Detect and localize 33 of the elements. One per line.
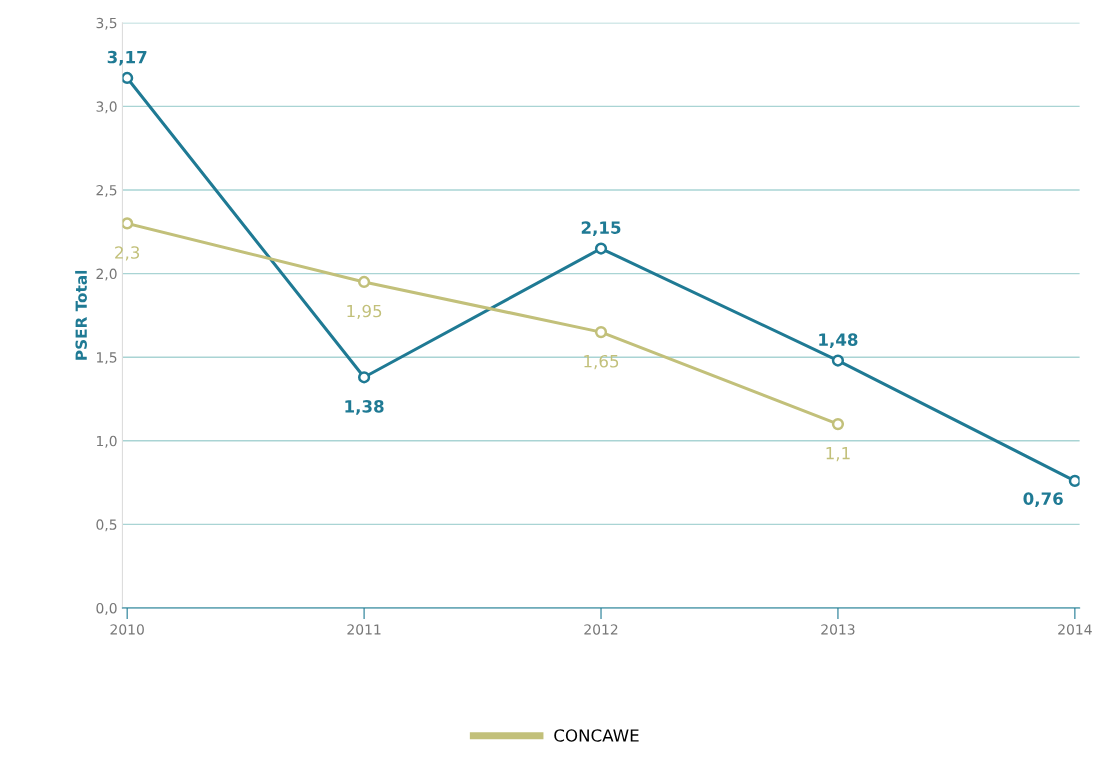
data-label: 1,48 (819, 333, 858, 349)
point (594, 326, 608, 339)
data-label: 2,15 (581, 221, 621, 237)
data-label: 3,17 (107, 50, 147, 66)
point (1068, 474, 1080, 488)
data-label: 1,65 (584, 354, 619, 370)
point (357, 275, 371, 289)
y-tick-label: 2,5 (96, 184, 117, 197)
point (122, 71, 134, 85)
point (357, 371, 371, 384)
y-tick-label: 1,0 (97, 435, 117, 448)
x-tick-label: 2010 (110, 624, 144, 635)
y-tick-label: 3,5 (96, 17, 117, 30)
y-tick-label: 1,5 (97, 352, 117, 365)
x-tick-label: 2014 (1058, 624, 1092, 635)
x-tick-label: 2011 (347, 624, 381, 635)
point (831, 417, 845, 431)
legend-label: CONCAWE (554, 729, 639, 742)
point (122, 217, 134, 230)
y-tick-label: 2,0 (96, 268, 117, 281)
y-tick-label: 0,0 (96, 602, 117, 615)
y-axis-title: PSER Total (75, 270, 87, 360)
data-label: 1,95 (347, 304, 382, 320)
point (831, 354, 845, 367)
y-tick-label: 0,5 (96, 519, 117, 532)
data-label: 1,38 (345, 400, 384, 415)
data-label: 1,1 (826, 447, 850, 462)
x-tick-label: 2012 (584, 624, 618, 635)
x-tick-label: 2013 (821, 624, 855, 635)
y-tick-label: 3,0 (96, 101, 117, 114)
data-label: 0,76 (1023, 492, 1063, 508)
point (594, 242, 608, 255)
data-label: 2,3 (115, 246, 140, 261)
